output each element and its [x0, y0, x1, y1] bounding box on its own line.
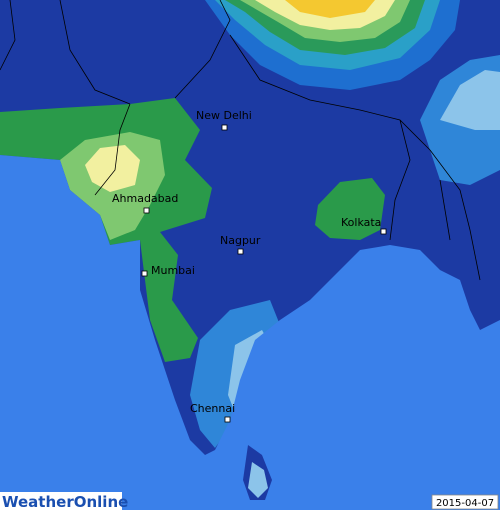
city-marker — [237, 248, 244, 255]
island — [248, 462, 268, 498]
city-marker — [141, 270, 148, 277]
date: 2015-04-07 — [436, 498, 494, 509]
ocean — [0, 155, 500, 510]
city-label: Mumbai — [151, 264, 195, 277]
city-marker — [143, 207, 150, 214]
rain-band — [85, 145, 140, 192]
city-label: Kolkata — [341, 216, 381, 229]
city-marker — [224, 416, 231, 423]
logo-box — [0, 492, 122, 510]
city-marker — [221, 124, 228, 131]
city-label: New Delhi — [196, 109, 252, 122]
rain-band — [440, 70, 500, 130]
city-marker — [380, 228, 387, 235]
border — [0, 0, 481, 281]
rain-band — [315, 178, 385, 240]
date-box — [431, 494, 499, 510]
logo: WeatherOnline — [2, 493, 128, 510]
city-label: Chennai — [190, 402, 235, 415]
rain-band — [285, 0, 375, 18]
city-label: Ahmadabad — [112, 192, 178, 205]
city-label: Nagpur — [220, 234, 261, 247]
